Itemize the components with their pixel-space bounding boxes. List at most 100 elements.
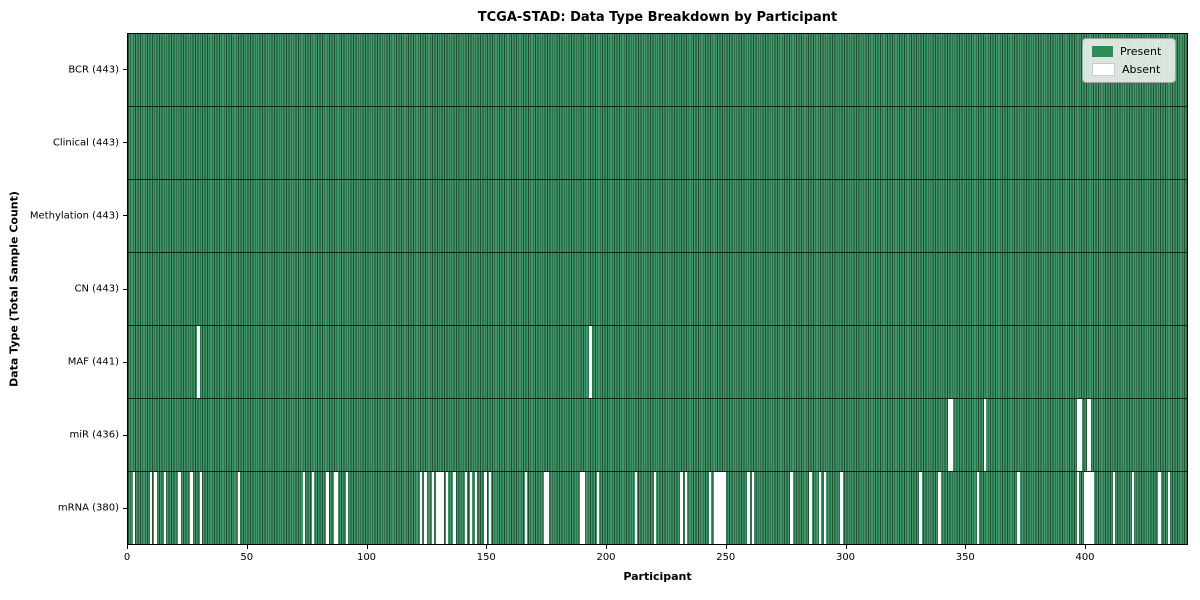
absent-mark — [465, 472, 468, 544]
absent-mark — [751, 472, 755, 544]
absent-mark — [424, 472, 427, 544]
absent-mark — [326, 472, 329, 544]
absent-mark — [790, 472, 793, 544]
x-tick-label: 150 — [476, 552, 496, 563]
x-tick-mark — [606, 545, 607, 549]
absent-mark — [589, 326, 592, 398]
datatype-row-miR — [128, 399, 1187, 472]
absent-mark — [546, 472, 549, 544]
absent-mark — [453, 472, 456, 544]
absent-mark — [1077, 399, 1080, 471]
datatype-row-Methylation — [128, 180, 1187, 253]
absent-mark — [419, 472, 423, 544]
absent-mark — [488, 472, 492, 544]
absent-mark — [708, 472, 712, 544]
absent-mark — [716, 472, 719, 544]
absent-mark — [445, 472, 449, 544]
y-tick-label: MAF (441) — [67, 356, 119, 368]
x-tick-label: 200 — [596, 552, 616, 563]
absent-mark — [335, 472, 339, 544]
absent-mark — [178, 472, 181, 544]
absent-mark — [818, 472, 822, 544]
x-tick-label: 0 — [123, 552, 131, 563]
absent-mark — [947, 399, 951, 471]
legend-swatch-absent — [1092, 63, 1115, 76]
datatype-row-BCR — [128, 34, 1187, 107]
x-axis-label: Participant — [623, 570, 692, 583]
x-tick-mark — [486, 545, 488, 549]
absent-mark — [197, 326, 200, 398]
y-tick-mark — [123, 434, 127, 436]
x-tick-label: 50 — [240, 552, 254, 563]
legend-swatch-present — [1092, 46, 1113, 57]
y-tick-mark — [123, 361, 127, 363]
y-tick-label: Methylation (443) — [29, 210, 119, 222]
absent-mark — [1017, 472, 1020, 544]
datatype-row-mRNA — [128, 472, 1187, 544]
y-tick-label: mRNA (380) — [57, 502, 119, 514]
absent-mark — [579, 472, 583, 544]
absent-mark — [1079, 399, 1082, 471]
absent-mark — [840, 472, 843, 544]
x-tick-mark — [246, 545, 248, 549]
absent-mark — [484, 472, 487, 544]
x-tick-mark — [845, 545, 847, 549]
legend: Present Absent — [1082, 38, 1176, 83]
chart-title: TCGA-STAD: Data Type Breakdown by Partic… — [477, 10, 838, 25]
absent-mark — [582, 472, 585, 544]
absent-mark — [543, 472, 547, 544]
legend-entry-present: Present — [1092, 45, 1166, 58]
absent-mark — [1167, 472, 1171, 544]
absent-mark — [983, 399, 987, 471]
absent-mark — [312, 472, 315, 544]
absent-mark — [1084, 472, 1087, 544]
x-tick-mark — [965, 545, 967, 549]
absent-mark — [345, 472, 348, 544]
absent-mark — [441, 472, 444, 544]
legend-entry-absent: Absent — [1092, 63, 1166, 76]
datatype-row-MAF — [128, 326, 1187, 399]
y-tick-label: BCR (443) — [68, 64, 119, 76]
absent-mark — [154, 472, 157, 544]
absent-mark — [1112, 472, 1116, 544]
y-tick-label: miR (436) — [69, 429, 119, 441]
absent-mark — [333, 472, 336, 544]
absent-mark — [132, 472, 136, 544]
absent-mark — [976, 472, 980, 544]
x-tick-mark — [725, 545, 727, 549]
absent-mark — [634, 472, 638, 544]
absent-mark — [713, 472, 717, 544]
absent-mark — [684, 472, 688, 544]
absent-mark — [1091, 472, 1094, 544]
absent-mark — [149, 472, 152, 544]
y-tick-mark — [123, 215, 127, 217]
x-tick-mark — [127, 545, 128, 549]
y-tick-mark — [123, 507, 127, 509]
absent-mark — [1158, 472, 1161, 544]
legend-label: Present — [1120, 45, 1162, 58]
absent-mark — [823, 472, 827, 544]
absent-mark — [237, 472, 241, 544]
absent-mark — [199, 472, 203, 544]
absent-mark — [747, 472, 750, 544]
absent-mark — [718, 472, 721, 544]
absent-mark — [596, 472, 599, 544]
y-tick-label: CN (443) — [74, 283, 119, 295]
absent-mark — [653, 472, 657, 544]
x-tick-label: 100 — [356, 552, 377, 563]
y-tick-mark — [123, 288, 127, 290]
x-tick-mark — [1085, 545, 1086, 549]
absent-mark — [1088, 399, 1092, 471]
absent-mark — [524, 472, 528, 544]
absent-mark — [1077, 472, 1080, 544]
absent-mark — [190, 472, 193, 544]
plot-area — [127, 33, 1188, 545]
absent-mark — [680, 472, 683, 544]
absent-mark — [469, 472, 473, 544]
absent-mark — [1086, 472, 1089, 544]
absent-mark — [1086, 399, 1089, 471]
absent-mark — [431, 472, 434, 544]
absent-mark — [723, 472, 726, 544]
absent-mark — [474, 472, 478, 544]
